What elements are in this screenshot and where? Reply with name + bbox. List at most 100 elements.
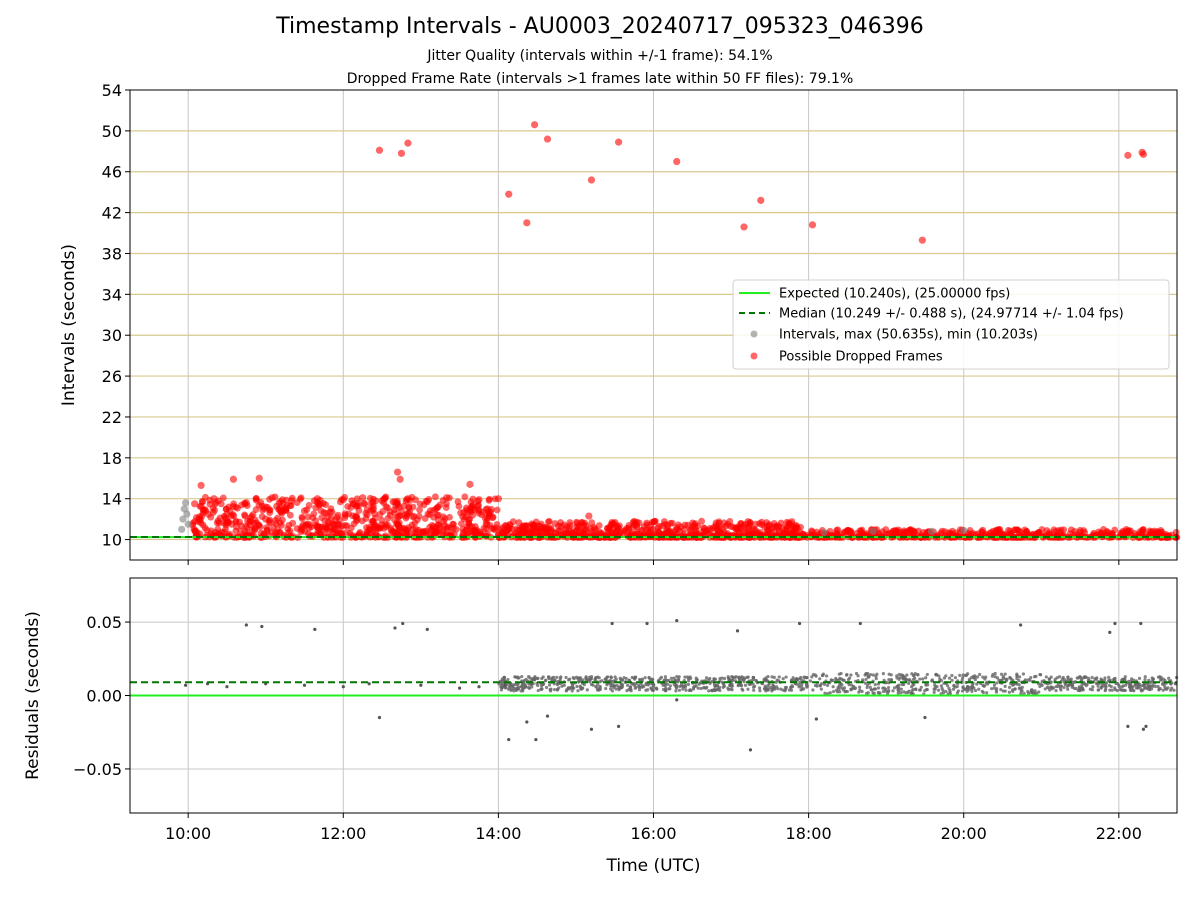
chart-subtitle-jitter: Jitter Quality (intervals within +/-1 fr… bbox=[427, 48, 773, 64]
dropped-frame-point bbox=[992, 532, 1000, 540]
residual-point bbox=[1094, 681, 1099, 686]
residual-point bbox=[1001, 689, 1005, 693]
residual-point bbox=[881, 672, 885, 676]
residual-point bbox=[513, 682, 517, 687]
residual-point bbox=[1145, 687, 1150, 691]
dropped-frame-point bbox=[494, 495, 502, 503]
residual-point bbox=[727, 688, 731, 692]
residual-point bbox=[973, 688, 978, 693]
residual-point bbox=[628, 685, 633, 689]
residual-point bbox=[982, 684, 987, 688]
dropped-frame-point bbox=[345, 510, 353, 518]
residual-point bbox=[842, 678, 846, 682]
dropped-frame-point bbox=[443, 494, 451, 502]
residual-point bbox=[401, 621, 405, 626]
dropped-frame-point bbox=[466, 480, 474, 488]
dropped-frame-point bbox=[406, 508, 414, 516]
residual-point bbox=[868, 685, 872, 689]
dropped-frame-point bbox=[393, 468, 402, 476]
residual-point bbox=[622, 676, 626, 680]
dropped-frame-point bbox=[616, 528, 624, 536]
residual-point bbox=[1115, 688, 1119, 693]
residual-point bbox=[1096, 684, 1100, 688]
dropped-frame-point bbox=[229, 511, 237, 518]
legend-entry: Possible Dropped Frames bbox=[779, 350, 943, 365]
residual-point bbox=[726, 675, 730, 679]
residual-point bbox=[831, 689, 836, 694]
residual-point bbox=[992, 683, 997, 687]
residual-point bbox=[677, 675, 681, 679]
residual-point bbox=[618, 686, 622, 691]
residual-point bbox=[637, 688, 642, 692]
residual-point bbox=[589, 676, 594, 681]
dropped-frame-point bbox=[493, 506, 501, 514]
residual-point bbox=[557, 686, 561, 690]
top-ytick-label: 18 bbox=[102, 449, 122, 468]
residual-point bbox=[772, 675, 776, 679]
residual-point bbox=[707, 689, 711, 693]
dropped-frame-point bbox=[739, 522, 747, 530]
residual-point bbox=[992, 686, 996, 690]
residual-point bbox=[645, 621, 649, 626]
residual-point bbox=[695, 678, 699, 682]
dropped-frame-point bbox=[431, 493, 439, 501]
residual-point bbox=[826, 692, 830, 696]
top-ytick-label: 38 bbox=[102, 244, 122, 263]
interval-point bbox=[181, 499, 190, 507]
residual-point bbox=[640, 685, 644, 689]
residual-point bbox=[882, 686, 886, 690]
residual-point bbox=[944, 689, 948, 694]
dropped-frame-point bbox=[478, 511, 486, 519]
residual-point bbox=[1017, 683, 1021, 687]
residual-point bbox=[953, 676, 958, 680]
residual-point bbox=[605, 675, 609, 680]
residual-point bbox=[901, 677, 905, 681]
dropped-frame-point bbox=[756, 520, 763, 527]
residual-point bbox=[183, 683, 188, 687]
residual-point bbox=[970, 689, 974, 693]
dropped-frame-point bbox=[378, 497, 386, 505]
residual-point bbox=[849, 673, 853, 677]
residual-point bbox=[558, 678, 562, 682]
residual-point bbox=[596, 675, 600, 679]
residual-point bbox=[810, 675, 814, 679]
residual-point bbox=[1137, 676, 1142, 680]
residual-point bbox=[705, 685, 709, 689]
residual-point bbox=[597, 688, 601, 692]
dropped-frame-point bbox=[260, 530, 268, 538]
dropped-frame-point bbox=[1034, 529, 1042, 536]
residual-point bbox=[720, 680, 725, 684]
residual-point bbox=[512, 689, 516, 693]
residual-point bbox=[934, 672, 938, 677]
residual-point bbox=[881, 689, 886, 694]
dropped-frame-point bbox=[213, 519, 221, 527]
residual-point bbox=[1132, 689, 1136, 693]
residual-point bbox=[911, 673, 916, 678]
residual-point bbox=[899, 673, 903, 677]
dropped-frame-point bbox=[301, 528, 309, 535]
residual-point bbox=[341, 685, 345, 689]
residual-point bbox=[1017, 686, 1021, 690]
residual-point bbox=[825, 683, 830, 688]
dropped-frame-point bbox=[369, 524, 377, 531]
residual-point bbox=[1070, 685, 1074, 689]
residual-point bbox=[857, 690, 861, 694]
residual-point bbox=[764, 686, 768, 690]
residual-point bbox=[1100, 684, 1104, 688]
residual-point bbox=[825, 674, 829, 678]
residual-point bbox=[990, 687, 994, 691]
residual-point bbox=[1045, 685, 1049, 690]
residual-point bbox=[1003, 684, 1007, 688]
dropped-frame-point bbox=[585, 512, 593, 520]
residual-point bbox=[506, 678, 510, 682]
interval-point bbox=[820, 528, 828, 537]
dropped-frame-point bbox=[210, 495, 218, 503]
residual-point bbox=[947, 676, 952, 680]
residual-point bbox=[225, 685, 229, 689]
residual-point bbox=[1143, 678, 1147, 682]
residual-point bbox=[525, 720, 529, 724]
residual-point bbox=[1056, 682, 1060, 687]
residual-point bbox=[1074, 687, 1078, 691]
dropped-frame-point bbox=[412, 496, 419, 504]
residual-point bbox=[651, 677, 655, 682]
